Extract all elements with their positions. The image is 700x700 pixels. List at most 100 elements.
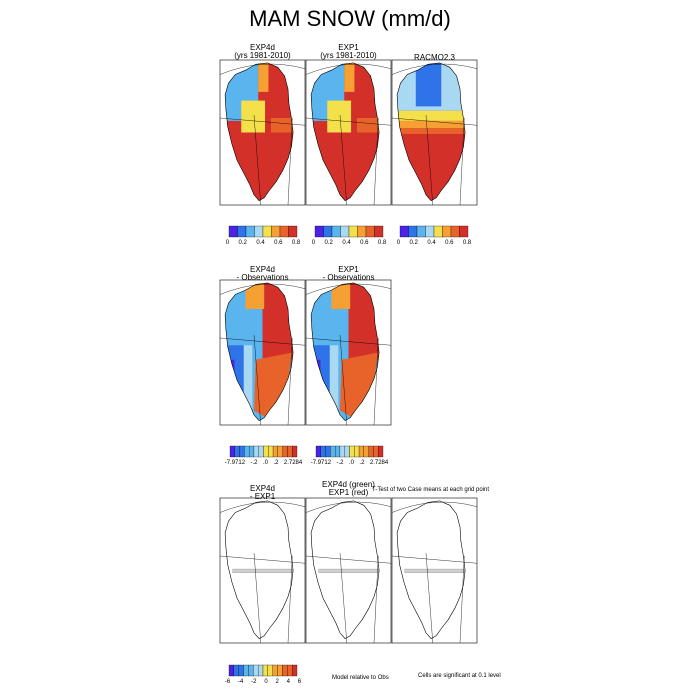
colorbar-cell bbox=[248, 664, 254, 677]
panel-title: EXP1- Observations bbox=[306, 266, 391, 282]
colorbar-cell bbox=[253, 445, 259, 458]
panel-title: EXP4d (yrs 1981-2010) bbox=[220, 44, 305, 60]
colorbar-tick-label: -7.9712 bbox=[224, 460, 246, 466]
panel-title-line: EXP4d bbox=[250, 265, 275, 274]
colorbar-cell bbox=[268, 445, 274, 458]
colorbar-cell bbox=[237, 225, 247, 238]
figure-title: MAM SNOW (mm/d) bbox=[249, 6, 451, 31]
colorbar-tick-label: 0.4 bbox=[427, 240, 436, 246]
colorbar-cell bbox=[234, 445, 240, 458]
colorbar-ticks: -7.9712 -.2 .0 .2 2.7284 bbox=[308, 460, 391, 466]
colorbar-cell bbox=[315, 445, 321, 458]
colorbar-cell bbox=[450, 225, 460, 238]
colorbar-tick-label: .0 bbox=[262, 460, 268, 466]
colorbar-cell bbox=[358, 445, 365, 458]
colorbar-cell bbox=[228, 225, 238, 238]
colorbar-cell bbox=[363, 445, 369, 458]
colorbar-cell bbox=[262, 225, 272, 238]
colorbar-cell bbox=[349, 445, 355, 458]
colorbar-cell bbox=[282, 445, 288, 458]
colorbar-cell bbox=[238, 664, 244, 677]
colorbar-ticks: 0 0.2 0.4 0.6 0.8 bbox=[221, 240, 305, 246]
colorbar-cell bbox=[282, 664, 288, 677]
colorbar-cell bbox=[277, 664, 283, 677]
colorbar-tick-label: .2 bbox=[273, 460, 279, 466]
colorbar-tick-label: 0.6 bbox=[360, 240, 369, 246]
colorbar-cell bbox=[254, 225, 264, 238]
colorbar-tick-label: 0.6 bbox=[274, 240, 283, 246]
colorbar-cell bbox=[257, 664, 264, 677]
panel-title-line: - Observations bbox=[236, 273, 289, 282]
colorbar-cell bbox=[258, 445, 264, 458]
colorbar-cell bbox=[243, 664, 249, 677]
colorbar-tick-label: 0.2 bbox=[324, 240, 333, 246]
colorbar-ticks: -7.9712 -.2 .0 .2 2.7284 bbox=[222, 460, 305, 466]
colorbar-cell bbox=[228, 664, 235, 677]
colorbar-cell bbox=[339, 445, 345, 458]
panel-title: EXP4d - EXP1 bbox=[220, 485, 305, 501]
colorbar-cell bbox=[263, 445, 269, 458]
model-relative-note: Model relative to Obs bbox=[332, 675, 389, 681]
colorbar-cell bbox=[399, 225, 409, 238]
colorbar-tick-label: 0.2 bbox=[409, 240, 418, 246]
greenland-outline bbox=[310, 62, 380, 202]
colorbar-cell bbox=[373, 445, 379, 458]
greenland-outline bbox=[224, 282, 294, 421]
colorbar-tick-label: -2 bbox=[251, 679, 257, 685]
colorbar-cell bbox=[271, 225, 281, 238]
colorbar-cell bbox=[277, 445, 283, 458]
colorbar-cell bbox=[408, 225, 418, 238]
colorbar-cell bbox=[287, 445, 293, 458]
colorbar-cell bbox=[272, 445, 279, 458]
map-panel bbox=[219, 497, 306, 644]
colorbar bbox=[315, 445, 384, 458]
colorbar-tick-label: -.2 bbox=[336, 460, 344, 466]
colorbar-cell bbox=[292, 445, 298, 458]
significance-note: Cells are significant at 0.1 level bbox=[418, 673, 501, 679]
map-panel bbox=[305, 59, 392, 206]
colorbar-cell bbox=[348, 225, 358, 238]
colorbar-cell bbox=[239, 445, 245, 458]
map-panel bbox=[219, 59, 306, 206]
greenland-outline bbox=[396, 62, 466, 202]
colorbar-tick-label: 0.8 bbox=[462, 240, 472, 246]
colorbar-cell bbox=[344, 445, 350, 458]
panel-title-line: - Observations bbox=[322, 273, 375, 282]
colorbar-cell bbox=[288, 225, 298, 238]
colorbar-cell bbox=[272, 664, 278, 677]
colorbar-tick-label: 2.7284 bbox=[283, 460, 303, 466]
colorbar-tick-label: 0 bbox=[225, 240, 230, 246]
colorbar-cell bbox=[416, 225, 426, 238]
colorbar-tick-label: 0.4 bbox=[256, 240, 265, 246]
panel-title-line: (yrs 1981-2010) bbox=[320, 51, 377, 60]
colorbar-tick-label: 0 bbox=[311, 240, 316, 246]
ttest-note: T-Test of two Case means at each grid po… bbox=[372, 487, 490, 493]
colorbar-tick-label: 0.8 bbox=[377, 240, 387, 246]
colorbar-tick-label: 0.2 bbox=[238, 240, 247, 246]
greenland-outline bbox=[396, 500, 466, 639]
colorbar-tick-label: 2 bbox=[275, 679, 279, 685]
colorbar-cell bbox=[331, 225, 341, 238]
colorbar-tick-label: -7.9712 bbox=[310, 460, 332, 466]
colorbar-tick-label: -4 bbox=[238, 679, 244, 685]
colorbar bbox=[314, 225, 384, 238]
colorbar-cell bbox=[253, 664, 259, 677]
panel-title: EXP4d (green) EXP1 (red) bbox=[306, 481, 391, 497]
colorbar-tick-label: 4 bbox=[286, 679, 290, 685]
colorbar bbox=[228, 225, 298, 238]
colorbar-cell bbox=[425, 225, 435, 238]
panel-title-line: EXP1 bbox=[338, 43, 359, 52]
colorbar-ticks: 0 0.2 0.4 0.6 0.8 bbox=[392, 240, 476, 246]
colorbar-tick-label: 0.4 bbox=[342, 240, 351, 246]
colorbar bbox=[228, 664, 298, 677]
greenland-outline bbox=[310, 500, 380, 639]
colorbar-cell bbox=[279, 225, 289, 238]
colorbar-cell bbox=[267, 664, 273, 677]
colorbar-cell bbox=[325, 445, 331, 458]
panel-title-line: EXP4d bbox=[250, 43, 275, 52]
colorbar-cell bbox=[291, 664, 298, 677]
colorbar-cell bbox=[340, 225, 350, 238]
colorbar-cell bbox=[368, 445, 374, 458]
